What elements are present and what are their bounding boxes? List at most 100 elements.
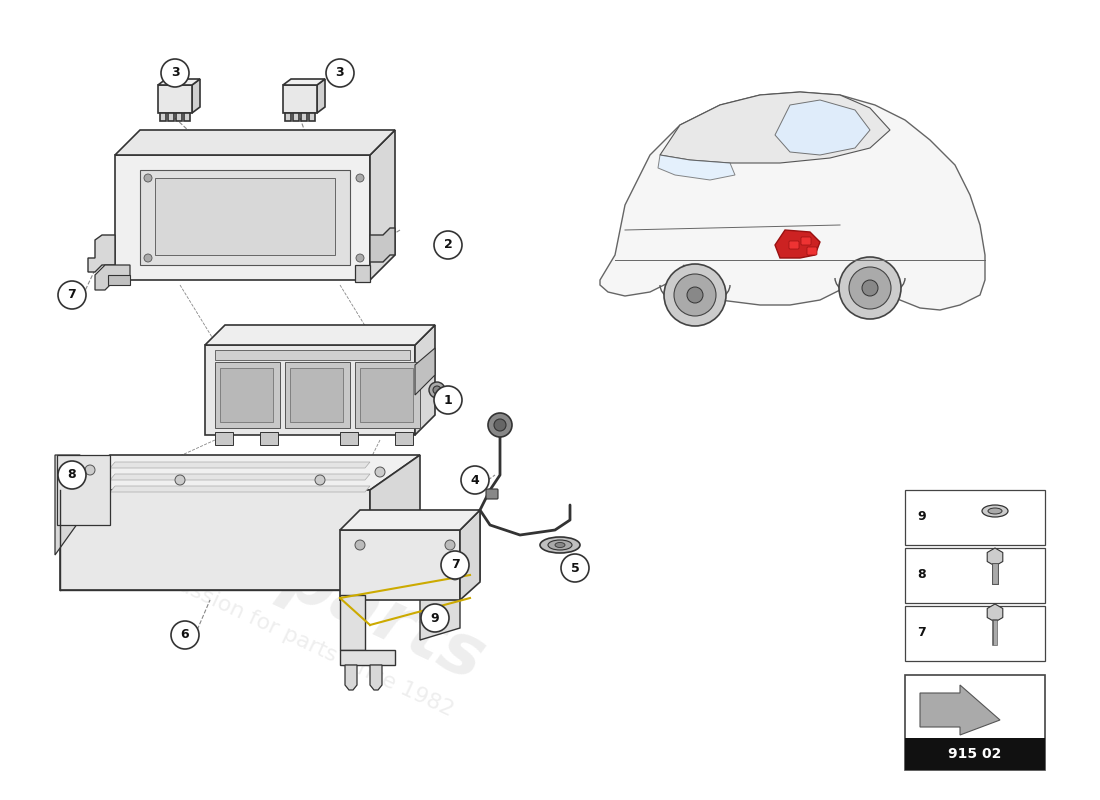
Polygon shape — [360, 368, 412, 422]
Polygon shape — [415, 348, 434, 395]
Circle shape — [161, 59, 189, 87]
Ellipse shape — [982, 505, 1008, 517]
Ellipse shape — [688, 287, 703, 303]
Circle shape — [356, 254, 364, 262]
Circle shape — [421, 604, 449, 632]
Ellipse shape — [674, 274, 716, 316]
Polygon shape — [108, 275, 130, 285]
FancyBboxPatch shape — [801, 237, 811, 245]
Text: 4: 4 — [471, 474, 480, 486]
Polygon shape — [355, 362, 420, 428]
Polygon shape — [420, 510, 480, 640]
Polygon shape — [110, 486, 370, 492]
Polygon shape — [370, 228, 395, 262]
FancyBboxPatch shape — [905, 738, 1045, 770]
Circle shape — [85, 465, 95, 475]
Polygon shape — [55, 455, 80, 555]
Text: 1: 1 — [443, 394, 452, 406]
Text: 3: 3 — [336, 66, 344, 79]
Circle shape — [461, 466, 490, 494]
Polygon shape — [155, 178, 336, 255]
Polygon shape — [283, 85, 317, 113]
Circle shape — [315, 475, 324, 485]
Text: 6: 6 — [180, 629, 189, 642]
Polygon shape — [301, 113, 307, 121]
Text: 9: 9 — [431, 611, 439, 625]
Polygon shape — [776, 100, 870, 155]
FancyBboxPatch shape — [905, 490, 1045, 545]
Polygon shape — [658, 155, 735, 180]
Circle shape — [58, 281, 86, 309]
FancyBboxPatch shape — [905, 606, 1045, 661]
Polygon shape — [660, 92, 890, 163]
Text: 7: 7 — [917, 626, 926, 639]
Polygon shape — [176, 113, 182, 121]
Circle shape — [488, 413, 512, 437]
Circle shape — [375, 467, 385, 477]
Circle shape — [441, 551, 469, 579]
Text: a passion for parts since 1982: a passion for parts since 1982 — [143, 560, 456, 720]
Polygon shape — [340, 530, 460, 600]
Polygon shape — [160, 113, 166, 121]
FancyBboxPatch shape — [905, 548, 1045, 603]
Polygon shape — [920, 685, 1000, 735]
Polygon shape — [110, 474, 370, 480]
Text: 7: 7 — [451, 558, 460, 571]
Polygon shape — [168, 113, 174, 121]
Text: 8: 8 — [917, 569, 925, 582]
Polygon shape — [95, 265, 130, 290]
Ellipse shape — [849, 267, 891, 309]
Polygon shape — [340, 510, 480, 530]
Polygon shape — [370, 665, 382, 690]
Polygon shape — [340, 432, 358, 445]
Ellipse shape — [548, 540, 572, 550]
Polygon shape — [293, 113, 299, 121]
Polygon shape — [317, 79, 324, 113]
Polygon shape — [205, 345, 415, 435]
Polygon shape — [158, 79, 200, 85]
Circle shape — [434, 231, 462, 259]
Circle shape — [356, 174, 364, 182]
Circle shape — [446, 540, 455, 550]
Circle shape — [355, 540, 365, 550]
Ellipse shape — [540, 537, 580, 553]
Polygon shape — [370, 455, 420, 590]
Polygon shape — [283, 79, 324, 85]
Polygon shape — [88, 235, 116, 272]
Text: 3: 3 — [170, 66, 179, 79]
Circle shape — [494, 419, 506, 431]
Circle shape — [561, 554, 588, 582]
FancyBboxPatch shape — [807, 247, 817, 255]
Ellipse shape — [664, 264, 726, 326]
Polygon shape — [220, 368, 273, 422]
Polygon shape — [116, 155, 370, 280]
Circle shape — [175, 475, 185, 485]
Circle shape — [144, 174, 152, 182]
Circle shape — [58, 461, 86, 489]
Polygon shape — [140, 170, 350, 265]
Ellipse shape — [839, 257, 901, 319]
Polygon shape — [214, 432, 233, 445]
Text: 915 02: 915 02 — [948, 747, 1002, 761]
Polygon shape — [285, 362, 350, 428]
Polygon shape — [340, 650, 395, 665]
Circle shape — [326, 59, 354, 87]
Text: 9: 9 — [917, 510, 925, 523]
Polygon shape — [260, 432, 278, 445]
Polygon shape — [184, 113, 190, 121]
Polygon shape — [192, 79, 200, 113]
Polygon shape — [309, 113, 315, 121]
Polygon shape — [214, 362, 280, 428]
Text: 5: 5 — [571, 562, 580, 574]
Polygon shape — [110, 462, 370, 468]
Polygon shape — [415, 325, 434, 435]
Polygon shape — [60, 455, 420, 490]
Polygon shape — [290, 368, 343, 422]
Polygon shape — [60, 490, 370, 590]
Circle shape — [170, 621, 199, 649]
Circle shape — [434, 386, 462, 414]
Polygon shape — [285, 113, 292, 121]
Polygon shape — [370, 130, 395, 280]
Ellipse shape — [988, 508, 1002, 514]
Polygon shape — [600, 92, 984, 310]
